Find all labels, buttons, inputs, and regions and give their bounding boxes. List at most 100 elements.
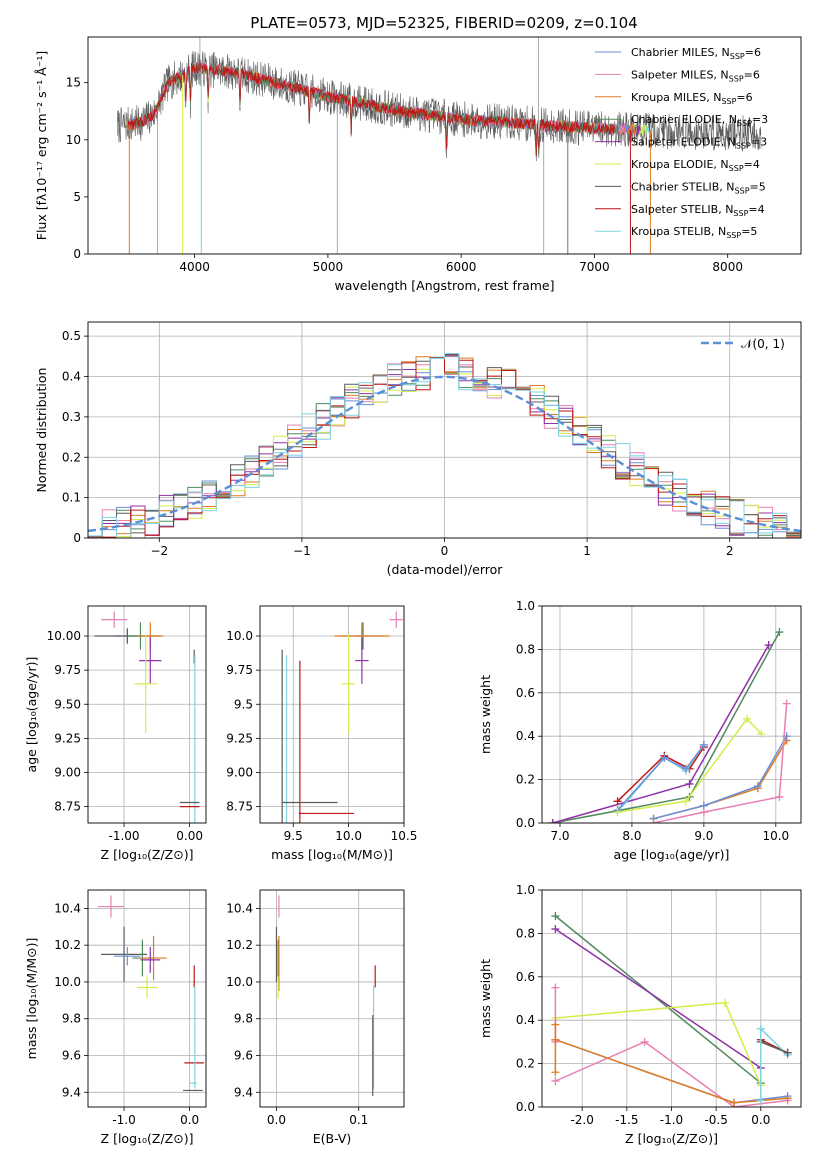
massweight_vs_Z-series-kroupa_elodie: [555, 1002, 762, 1086]
residual_hist-panel: −2 −1 0 1 2 0 0.1 0.2 0.3 0.4 0.5 (data-model)/erro…: [34, 321, 802, 577]
residual_hist-ytick-label: 0.1: [62, 491, 81, 505]
massweight_vs_age-point: [775, 792, 784, 801]
age_vs_Z-ytick-label: 9.00: [54, 766, 81, 780]
age_vs_mass-ytick-label: 10.0: [226, 629, 253, 643]
massweight_vs_age-xlabel: age [log₁₀(age/yr)]: [614, 847, 730, 862]
legend-main: Kroupa MILES, N: [631, 91, 721, 104]
spectrum-xlabel: wavelength [Angstrom, rest frame]: [334, 278, 554, 293]
age_vs_Z-ytick-label: 9.25: [54, 731, 81, 745]
residual_hist-ylabel: Normed distribution: [34, 368, 49, 493]
massweight_vs_Z-plot-area: [551, 912, 792, 1107]
massweight_vs_age-series-salpeter_stelib: [616, 746, 705, 802]
age_vs_Z-ytick-label: 9.75: [54, 663, 81, 677]
massweight_vs_age-ytick-label: 0.6: [516, 686, 535, 700]
age_vs_Z-plot-area: [94, 611, 200, 823]
histogram-kroupa_stelib: [88, 353, 801, 538]
legend-sub: SSP: [733, 209, 748, 218]
massweight_vs_Z-point: [756, 1096, 765, 1105]
massweight_vs_age-xtick-label: 8.0: [622, 829, 641, 843]
massweight_vs_Z-ytick-label: 1.0: [516, 883, 535, 897]
age_vs_Z-xtick-label: -1.00: [109, 829, 140, 843]
spectrum-legend-label: Chabrier MILES, NSSP=6: [631, 46, 761, 61]
massweight_vs_Z-point: [756, 1024, 765, 1033]
residual_hist-xtick-label: −1: [293, 544, 311, 558]
massweight_vs_Z-ylabel: mass weight: [478, 959, 493, 1038]
normal-legend-label: 𝒩(0, 1): [741, 337, 785, 351]
massweight_vs_age-xtick-label: 7.0: [550, 829, 569, 843]
massweight_vs_Z-point: [640, 1037, 649, 1046]
legend-sub: SSP: [736, 142, 751, 151]
age_vs_mass-plot-area: [281, 611, 403, 823]
mass_vs_ebv-ytick-label: 10.0: [226, 975, 253, 989]
mass_vs_ebv-ytick-label: 10.4: [226, 901, 253, 915]
massweight_vs_Z-xtick-label: -0.5: [704, 1113, 727, 1127]
massweight_vs_Z-frame: [541, 889, 802, 1108]
mass_vs_Z-ytick-label: 10.4: [54, 901, 81, 915]
massweight_vs_Z-point: [551, 925, 560, 934]
legend-tail: =6: [745, 46, 761, 59]
age_vs_Z-ytick-label: 8.75: [54, 800, 81, 814]
mass_vs_ebv-xlabel: E(B-V): [313, 1131, 352, 1146]
age_vs_mass-ytick-label: 9.5: [234, 697, 253, 711]
massweight_vs_Z-series-chabrier_elodie: [554, 915, 762, 1084]
massweight_vs_Z-ytick-label: 0.8: [516, 926, 535, 940]
age_vs_mass-xlabel: mass [log₁₀(M/M⊙)]: [271, 847, 393, 862]
mass_vs_Z-panel: -1.0 0.0 9.4 9.6 9.8 10.0 10.2 10.4 Z [log₁₀(Z/Z…: [24, 889, 207, 1146]
spectrum-legend-label: Salpeter MILES, NSSP=6: [631, 68, 760, 83]
massweight_vs_age-point: [699, 808, 708, 817]
spectrum-frame: [87, 36, 802, 255]
massweight_vs_age-point: [613, 808, 622, 817]
legend-main: Chabrier ELODIE, N: [631, 113, 737, 126]
massweight_vs_age-ytick-label: 0.8: [516, 642, 535, 656]
legend-sub: SSP: [721, 97, 736, 106]
spectrum-legend-label: Kroupa MILES, NSSP=6: [631, 91, 753, 106]
spectrum-legend-label: Kroupa STELIB, NSSP=5: [631, 225, 757, 240]
figure-title: PLATE=0573, MJD=52325, FIBERID=0209, z=0…: [250, 14, 637, 32]
massweight_vs_age-series-kroupa_elodie: [617, 717, 762, 813]
legend-main: Kroupa ELODIE, N: [631, 158, 729, 171]
legend-tail: =4: [744, 158, 760, 171]
residual_hist-plot-area: [88, 353, 801, 538]
spectrum-ytick-label: 0: [73, 247, 81, 261]
massweight_vs_Z-xlabel: Z [log₁₀(Z/Z⊙)]: [625, 1131, 718, 1146]
mass_vs_ebv-xtick-label: 0.1: [349, 1113, 368, 1127]
spectrum-panel: 4000 5000 6000 7000 8000 0 5 10 15 wavelength [An…: [34, 36, 802, 293]
spectrum-legend-label: Kroupa ELODIE, NSSP=4: [631, 158, 760, 173]
massweight_vs_Z-xtick-label: -1.5: [615, 1113, 638, 1127]
age_vs_Z-panel: -1.00 0.00 8.75 9.00 9.25 9.50 9.75 10.00 Z [log…: [24, 605, 207, 862]
legend-main: Kroupa STELIB, N: [631, 225, 726, 238]
residual_hist-frame: [87, 321, 802, 539]
mass_vs_Z-frame: [87, 889, 207, 1108]
massweight_vs_Z-series-chabrier_stelib: [760, 1041, 788, 1054]
mass_vs_Z-ytick-label: 10.2: [54, 938, 81, 952]
massweight_vs_Z-point: [551, 1020, 560, 1029]
age_vs_mass-xtick-label: 10.0: [335, 829, 362, 843]
legend-main: Chabrier MILES, N: [631, 46, 730, 59]
massweight_vs_age-frame: [541, 605, 802, 824]
mass_vs_ebv-ytick-label: 10.2: [226, 938, 253, 952]
massweight_vs_Z-point: [551, 1076, 560, 1085]
residual_hist-ytick-label: 0.2: [62, 450, 81, 464]
residual_hist-ytick-label: 0.4: [62, 370, 81, 384]
mass_vs_Z-ytick-label: 9.8: [62, 1012, 81, 1026]
spectrum-ytick-label: 10: [66, 133, 81, 147]
spectrum-legend-label: Chabrier STELIB, NSSP=5: [631, 180, 766, 195]
spectrum-ytick-label: 5: [73, 190, 81, 204]
age_vs_mass-xtick-label: 10.5: [391, 829, 418, 843]
massweight_vs_age-xtick-label: 10.0: [762, 829, 789, 843]
massweight_vs_age-point: [775, 628, 784, 637]
mass_vs_ebv-ytick-label: 9.4: [234, 1085, 253, 1099]
spectrum-xtick-label: 5000: [313, 260, 344, 274]
mass_vs_Z-ylabel: mass [log₁₀(M/M⊙)]: [24, 938, 39, 1060]
massweight_vs_age-point: [613, 797, 622, 806]
spectrum-xtick-label: 6000: [446, 260, 477, 274]
age_vs_Z-xtick-label: 0.00: [176, 829, 203, 843]
mass_vs_Z-ytick-label: 10.0: [54, 975, 81, 989]
legend-main: Chabrier STELIB, N: [631, 180, 735, 193]
residual_hist-xlabel: (data-model)/error: [387, 562, 504, 577]
massweight_vs_age-xtick-label: 9.0: [694, 829, 713, 843]
legend-tail: =6: [744, 68, 760, 81]
spectrum-legend-label: Salpeter ELODIE, NSSP=3: [631, 136, 767, 151]
spectrum-legend-label: Chabrier ELODIE, NSSP=3: [631, 113, 768, 128]
spectrum-ylabel: Flux [fλ10⁻¹⁷ erg cm⁻² s⁻¹ Å⁻¹]: [34, 51, 49, 240]
